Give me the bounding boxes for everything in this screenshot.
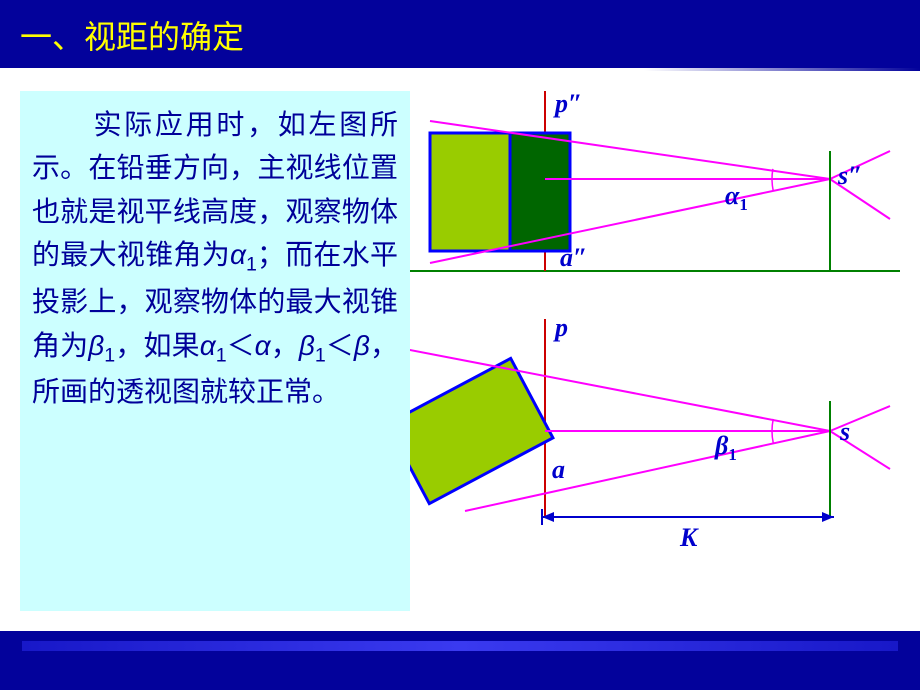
label-a-top: a″ (560, 243, 587, 273)
projection-diagrams (410, 71, 910, 631)
footer (0, 631, 920, 679)
label-a-bottom: a (552, 455, 565, 485)
diagram-panel: p″ s″ a″ α1 p s a β1 K (410, 71, 920, 631)
content-area: 实际应用时，如左图所示。在铅垂方向，主视线位置也就是视平线高度，观察物体的最大视… (0, 71, 920, 631)
label-s-top: s″ (838, 161, 862, 191)
label-p-top: p″ (555, 89, 582, 119)
label-beta: β1 (715, 431, 737, 465)
label-p-bottom: p (555, 313, 568, 343)
label-alpha: α1 (725, 181, 748, 215)
label-K: K (680, 523, 697, 553)
text-panel: 实际应用时，如左图所示。在铅垂方向，主视线位置也就是视平线高度，观察物体的最大视… (20, 91, 410, 611)
slide-title: 一、视距的确定 (0, 0, 920, 68)
label-s-bottom: s (840, 417, 850, 447)
footer-bar (22, 641, 898, 651)
paragraph-text: 实际应用时，如左图所示。在铅垂方向，主视线位置也就是视平线高度，观察物体的最大视… (32, 109, 398, 407)
title-text: 一、视距的确定 (20, 19, 244, 55)
